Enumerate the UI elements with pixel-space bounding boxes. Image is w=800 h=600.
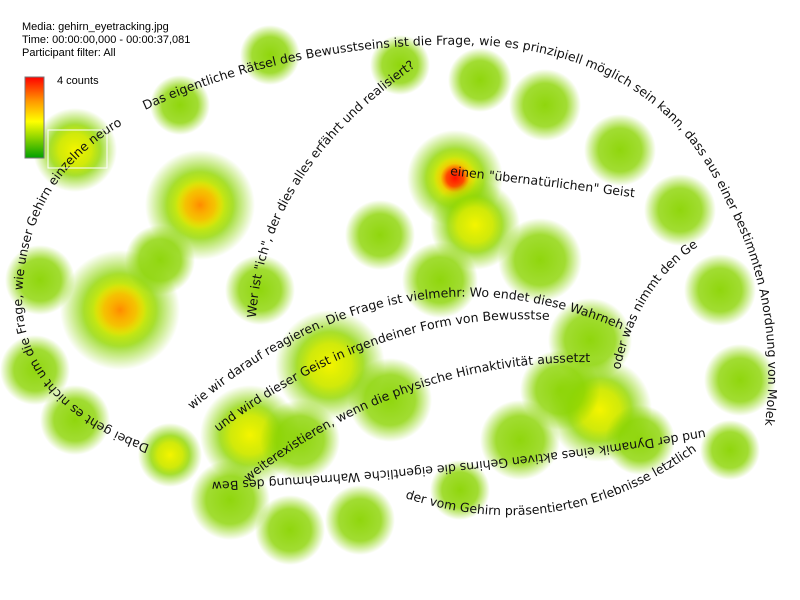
heat-blob <box>704 344 776 416</box>
heat-blob <box>5 245 75 315</box>
heat-blob <box>402 242 478 318</box>
heat-blob <box>175 180 225 230</box>
heat-blob <box>584 114 656 186</box>
heat-blob <box>255 495 325 565</box>
heat-blob <box>150 75 210 135</box>
legend-label: 4 counts <box>57 75 99 87</box>
heat-blob <box>700 420 760 480</box>
heat-blob <box>345 200 415 270</box>
selection-box <box>47 129 108 169</box>
heat-blob <box>125 225 195 295</box>
heat-blob <box>430 460 490 520</box>
heat-blob <box>370 35 430 95</box>
heat-blob <box>225 255 295 325</box>
heat-blob <box>644 174 716 246</box>
heat-blob <box>684 254 756 326</box>
heat-blob <box>605 405 675 475</box>
heat-blob <box>445 195 505 255</box>
heat-blob <box>325 485 395 555</box>
legend-scale <box>24 76 45 159</box>
heat-blob <box>240 25 300 85</box>
heat-blob <box>47 122 103 178</box>
heat-blob <box>498 218 582 302</box>
heat-blob <box>93 283 147 337</box>
heat-blob <box>448 48 512 112</box>
heat-blob <box>190 460 270 540</box>
heat-blob <box>40 385 110 455</box>
heat-blob <box>348 358 432 442</box>
heat-blob <box>0 335 70 405</box>
filter-info: Participant filter: All <box>22 47 116 59</box>
heat-blob <box>294 329 366 401</box>
heat-layer <box>0 25 776 565</box>
heat-blob <box>520 350 600 430</box>
heat-blob <box>260 400 340 480</box>
time-info: Time: 00:00:00,000 - 00:00:37,081 <box>22 34 190 46</box>
media-info: Media: gehirn_eyetracking.jpg <box>22 21 169 33</box>
heat-blob <box>149 434 191 476</box>
heat-blob <box>509 69 581 141</box>
